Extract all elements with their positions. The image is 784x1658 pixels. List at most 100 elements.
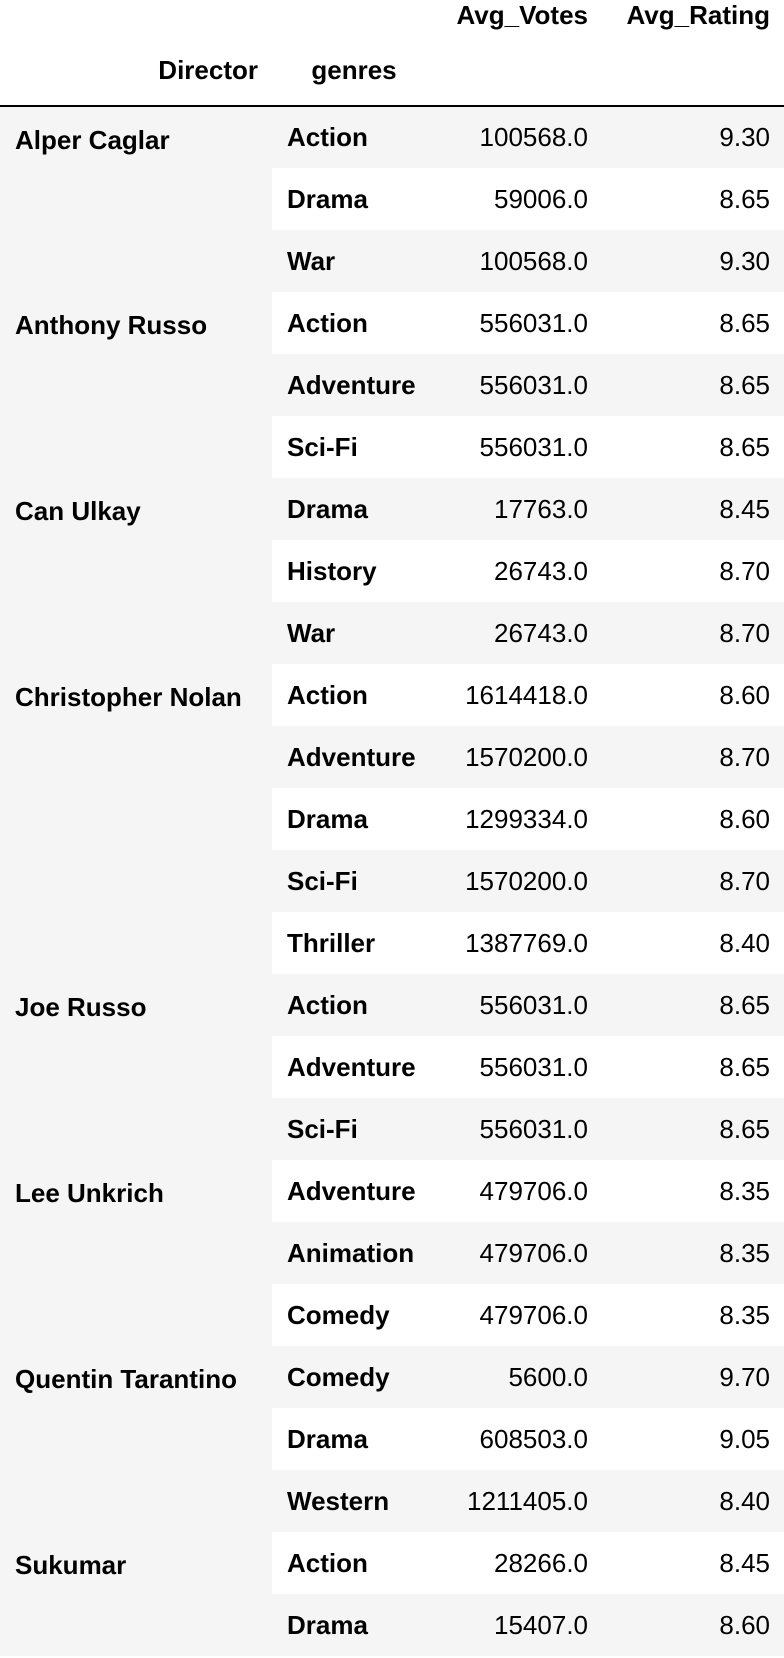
- cell-avg-rating: 8.70: [602, 726, 784, 788]
- table-row: Anthony Russo Action 556031.0 8.65: [0, 292, 784, 478]
- table-row: Sci-Fi 556031.0 8.65: [0, 416, 784, 478]
- index-header-row: Director genres: [0, 35, 784, 107]
- cell-avg-rating: 8.70: [602, 602, 784, 664]
- row-header-genre: Action: [272, 974, 436, 1036]
- column-header-row: Avg_Votes Avg_Rating: [0, 0, 784, 35]
- row-header-director: Quentin Tarantino: [0, 1346, 272, 1532]
- cell-avg-votes: 556031.0: [436, 1098, 602, 1160]
- cell-avg-votes: 28266.0: [436, 1532, 602, 1594]
- cell-avg-rating: 8.60: [602, 664, 784, 726]
- cell-avg-rating: 8.45: [602, 1532, 784, 1594]
- row-header-director: Alper Caglar: [0, 106, 272, 292]
- table-row: Adventure 556031.0 8.65: [0, 1036, 784, 1098]
- cell-avg-rating: 9.30: [602, 106, 784, 168]
- cell-avg-votes: 479706.0: [436, 1284, 602, 1346]
- table-row: History 26743.0 8.70: [0, 540, 784, 602]
- cell-avg-rating: 8.60: [602, 1594, 784, 1656]
- row-header-genre: Drama: [272, 478, 436, 540]
- cell-avg-votes: 1570200.0: [436, 726, 602, 788]
- row-header-genre: Drama: [272, 788, 436, 850]
- table-row: Christopher Nolan Action 1614418.0 8.60: [0, 664, 784, 974]
- row-header-director: Christopher Nolan: [0, 664, 272, 974]
- cell-avg-votes: 608503.0: [436, 1408, 602, 1470]
- cell-avg-rating: 8.65: [602, 168, 784, 230]
- cell-avg-votes: 556031.0: [436, 416, 602, 478]
- row-header-genre: Animation: [272, 1222, 436, 1284]
- row-header-genre: Drama: [272, 168, 436, 230]
- table-header: Avg_Votes Avg_Rating Director genres: [0, 0, 784, 107]
- table-row: Adventure 1570200.0 8.70: [0, 726, 784, 788]
- cell-avg-votes: 1387769.0: [436, 912, 602, 974]
- cell-avg-rating: 8.40: [602, 912, 784, 974]
- cell-avg-votes: 479706.0: [436, 1160, 602, 1222]
- row-header-genre: Comedy: [272, 1284, 436, 1346]
- table-row: Animation 479706.0 8.35: [0, 1222, 784, 1284]
- cell-avg-rating: 9.05: [602, 1408, 784, 1470]
- cell-avg-votes: 556031.0: [436, 1036, 602, 1098]
- blank-header-cell: [436, 35, 602, 107]
- blank-header-cell: [272, 0, 436, 35]
- row-header-genre: Adventure: [272, 1160, 436, 1222]
- cell-avg-votes: 1570200.0: [436, 850, 602, 912]
- index-header-director: Director: [0, 35, 272, 107]
- cell-avg-votes: 1299334.0: [436, 788, 602, 850]
- cell-avg-rating: 8.70: [602, 540, 784, 602]
- cell-avg-rating: 8.40: [602, 1470, 784, 1532]
- table-row: Lee Unkrich Adventure 479706.0 8.35: [0, 1160, 784, 1346]
- row-header-genre: War: [272, 602, 436, 664]
- cell-avg-rating: 8.65: [602, 974, 784, 1036]
- table-row: Drama 608503.0 9.05: [0, 1408, 784, 1470]
- table-row: Comedy 479706.0 8.35: [0, 1284, 784, 1346]
- row-header-genre: Thriller: [272, 912, 436, 974]
- row-header-genre: Action: [272, 664, 436, 726]
- table-row: War 100568.0 9.30: [0, 230, 784, 292]
- cell-avg-rating: 8.65: [602, 354, 784, 416]
- table-row: Can Ulkay Drama 17763.0 8.45: [0, 478, 784, 664]
- cell-avg-rating: 8.35: [602, 1284, 784, 1346]
- blank-header-cell: [0, 0, 272, 35]
- cell-avg-votes: 59006.0: [436, 168, 602, 230]
- table-row: Sci-Fi 556031.0 8.65: [0, 1098, 784, 1160]
- cell-avg-rating: 8.70: [602, 850, 784, 912]
- row-header-genre: Comedy: [272, 1346, 436, 1408]
- cell-avg-rating: 9.70: [602, 1346, 784, 1408]
- row-header-genre: Action: [272, 106, 436, 168]
- table-row: Drama 1299334.0 8.60: [0, 788, 784, 850]
- cell-avg-votes: 479706.0: [436, 1222, 602, 1284]
- cell-avg-votes: 100568.0: [436, 230, 602, 292]
- row-header-genre: Sci-Fi: [272, 850, 436, 912]
- cell-avg-votes: 556031.0: [436, 974, 602, 1036]
- table-row: Western 1211405.0 8.40: [0, 1470, 784, 1532]
- cell-avg-votes: 17763.0: [436, 478, 602, 540]
- table-body: Alper Caglar Action 100568.0 9.30 Drama 59006…: [0, 106, 784, 1656]
- table-row: War 26743.0 8.70: [0, 602, 784, 664]
- table-row: Drama 59006.0 8.65: [0, 168, 784, 230]
- cell-avg-votes: 100568.0: [436, 106, 602, 168]
- cell-avg-votes: 26743.0: [436, 602, 602, 664]
- cell-avg-votes: 1211405.0: [436, 1470, 602, 1532]
- cell-avg-rating: 8.65: [602, 1098, 784, 1160]
- cell-avg-rating: 8.65: [602, 292, 784, 354]
- table-row: Thriller 1387769.0 8.40: [0, 912, 784, 974]
- row-header-director: Joe Russo: [0, 974, 272, 1160]
- row-header-genre: Action: [272, 292, 436, 354]
- row-header-genre: Western: [272, 1470, 436, 1532]
- cell-avg-rating: 8.65: [602, 416, 784, 478]
- blank-header-cell: [602, 35, 784, 107]
- row-header-director: Anthony Russo: [0, 292, 272, 478]
- row-header-genre: Adventure: [272, 1036, 436, 1098]
- cell-avg-votes: 556031.0: [436, 354, 602, 416]
- table-row: Sukumar Action 28266.0 8.45: [0, 1532, 784, 1656]
- column-header-avg-rating: Avg_Rating: [626, 0, 771, 30]
- row-header-genre: History: [272, 540, 436, 602]
- cell-avg-rating: 8.45: [602, 478, 784, 540]
- table-row: Drama 15407.0 8.60: [0, 1594, 784, 1656]
- table-row: Sci-Fi 1570200.0 8.70: [0, 850, 784, 912]
- cell-avg-rating: 8.60: [602, 788, 784, 850]
- cell-avg-votes: 5600.0: [436, 1346, 602, 1408]
- row-header-genre: Drama: [272, 1594, 436, 1656]
- row-header-genre: Sci-Fi: [272, 1098, 436, 1160]
- cell-avg-rating: 8.65: [602, 1036, 784, 1098]
- table-row: Alper Caglar Action 100568.0 9.30: [0, 106, 784, 292]
